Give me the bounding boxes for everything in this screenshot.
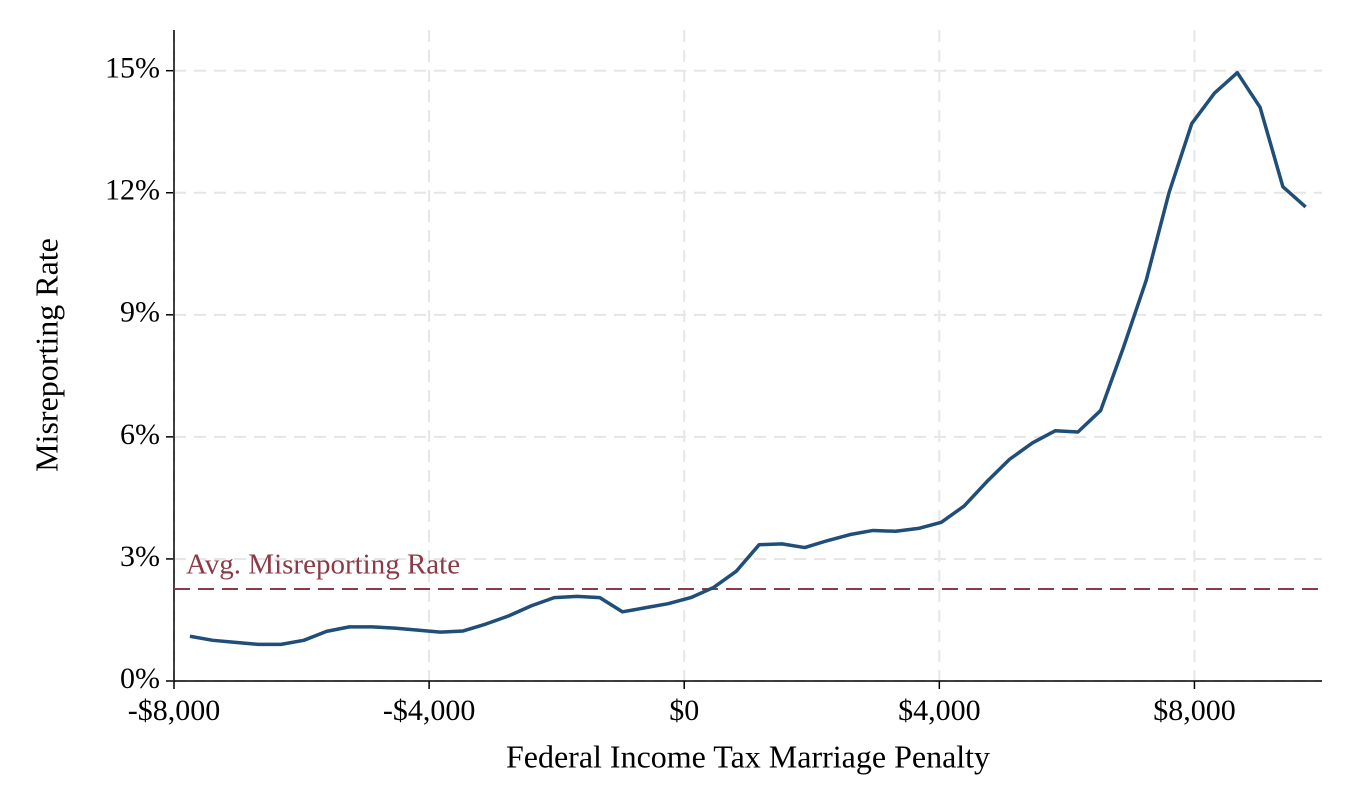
x-tick-label: $0	[669, 694, 699, 727]
y-tick-label: 3%	[120, 540, 160, 573]
y-tick-label: 0%	[120, 662, 160, 695]
x-tick-label: -$8,000	[128, 694, 221, 727]
x-tick-label: $8,000	[1153, 694, 1236, 727]
data-line	[189, 70, 1307, 647]
y-tick-label: 9%	[120, 296, 160, 329]
x-axis-label: Federal Income Tax Marriage Penalty	[506, 738, 990, 774]
reference-label: Avg. Misreporting Rate	[186, 549, 460, 581]
x-tick-label: $4,000	[898, 694, 981, 727]
y-axis-label: Misreporting Rate	[28, 238, 64, 472]
y-tick-label: 6%	[120, 418, 160, 451]
x-tick-label: -$4,000	[383, 694, 476, 727]
y-tick-label: 15%	[105, 52, 160, 85]
y-tick-label: 12%	[105, 174, 160, 207]
